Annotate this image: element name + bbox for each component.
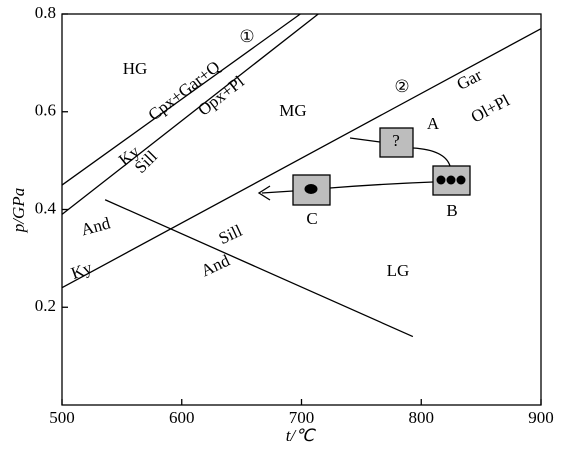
y-axis-label: p/GPa [9,188,28,233]
x-axis-label: t/℃ [286,426,316,445]
annotation: MG [279,101,306,120]
annotation: A [427,114,440,133]
x-tick-label: 800 [409,408,435,427]
annotation: And [198,251,233,281]
blob [305,184,318,194]
annotation: B [446,201,457,220]
y-tick-label: 0.4 [35,198,57,217]
path-segment [413,148,450,166]
y-tick-label: 0.2 [35,296,56,315]
annotation: Gar [454,65,486,94]
annotation: ? [392,131,400,150]
dot [447,176,456,185]
annotation: Ol+Pl [468,91,513,127]
process-path [259,138,450,200]
annotation: C [306,209,317,228]
boxes [293,128,470,205]
path-segment [262,191,293,193]
annotation: HG [123,59,148,78]
annotation: And [79,213,113,239]
annotation: Sill [216,221,246,248]
annotation: LG [387,261,410,280]
chart: t/℃ p/GPa 500 600 700 800 900 0.2 0.4 0.6 0.8 HG C… [0,0,577,450]
dot [437,176,446,185]
annotation: Ky [68,258,94,283]
annotation: ② [394,77,409,96]
phase-boundary [105,200,413,337]
path-segment [330,182,433,188]
x-tick-label: 900 [528,408,554,427]
path-segment [350,138,380,142]
dot [457,176,466,185]
annotation: ① [239,27,254,46]
x-tick-label: 700 [289,408,315,427]
x-tick-label: 500 [49,408,75,427]
x-tick-label: 600 [169,408,195,427]
y-tick-label: 0.6 [35,101,56,120]
y-tick-label: 0.8 [35,3,56,22]
page: {"chart_data": {"type": "line", "x_label… [0,0,577,450]
